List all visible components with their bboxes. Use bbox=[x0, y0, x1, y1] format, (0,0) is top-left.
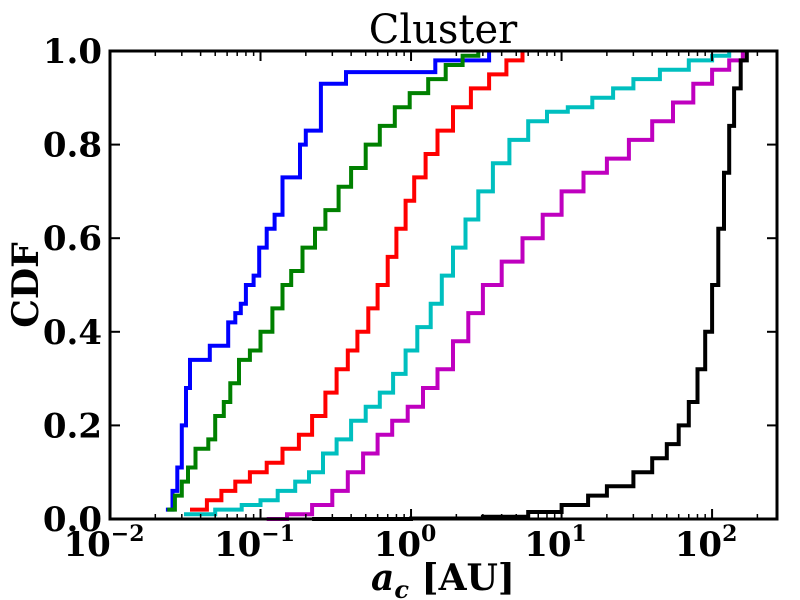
y-axis-label: CDF bbox=[5, 242, 47, 328]
y-tick-label: 0.2 bbox=[43, 406, 102, 446]
series-line-blue bbox=[165, 51, 492, 512]
x-tick-label: 10−1 bbox=[214, 521, 295, 565]
y-tick-label: 0.0 bbox=[43, 500, 102, 540]
series-line-cyan bbox=[184, 51, 732, 517]
series-line-magenta bbox=[266, 51, 745, 521]
y-tick-label: 0.8 bbox=[43, 126, 102, 166]
plot-frame bbox=[108, 49, 779, 521]
x-tick-label: 102 bbox=[675, 521, 738, 565]
y-tick-label: 1.0 bbox=[43, 32, 102, 72]
series-line-green bbox=[167, 51, 481, 512]
y-tick-label: 0.4 bbox=[43, 313, 102, 353]
x-tick-label: 100 bbox=[374, 521, 437, 565]
chart-title: Cluster bbox=[369, 7, 518, 53]
series-line-red bbox=[190, 51, 525, 512]
ticks-layer: 0.0 0.2 0.4 0.6 0.8 1.0 10−2 10−1 100 101 102 bbox=[43, 32, 777, 565]
y-tick-label: 0.6 bbox=[43, 219, 102, 259]
x-tick-label: 101 bbox=[524, 521, 587, 565]
series-line-black bbox=[312, 51, 749, 521]
x-axis-label: ac [AU] bbox=[371, 557, 515, 600]
x-tick-label: 10−2 bbox=[63, 521, 144, 565]
series-layer bbox=[165, 51, 749, 521]
